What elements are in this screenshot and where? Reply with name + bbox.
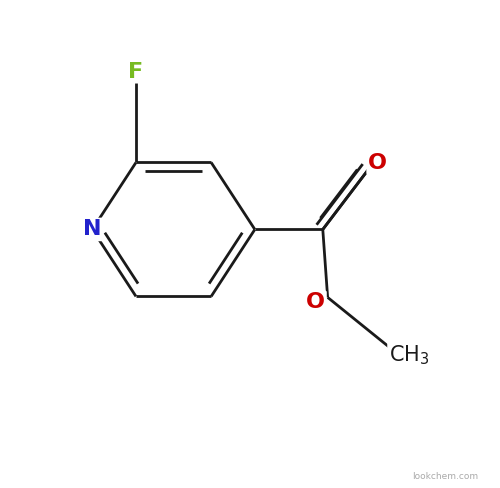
- Text: N: N: [83, 220, 102, 240]
- Text: lookchem.com: lookchem.com: [412, 472, 478, 481]
- Text: O: O: [368, 153, 387, 173]
- Text: F: F: [128, 62, 144, 82]
- Text: CH$_3$: CH$_3$: [389, 344, 430, 367]
- Text: O: O: [306, 292, 325, 312]
